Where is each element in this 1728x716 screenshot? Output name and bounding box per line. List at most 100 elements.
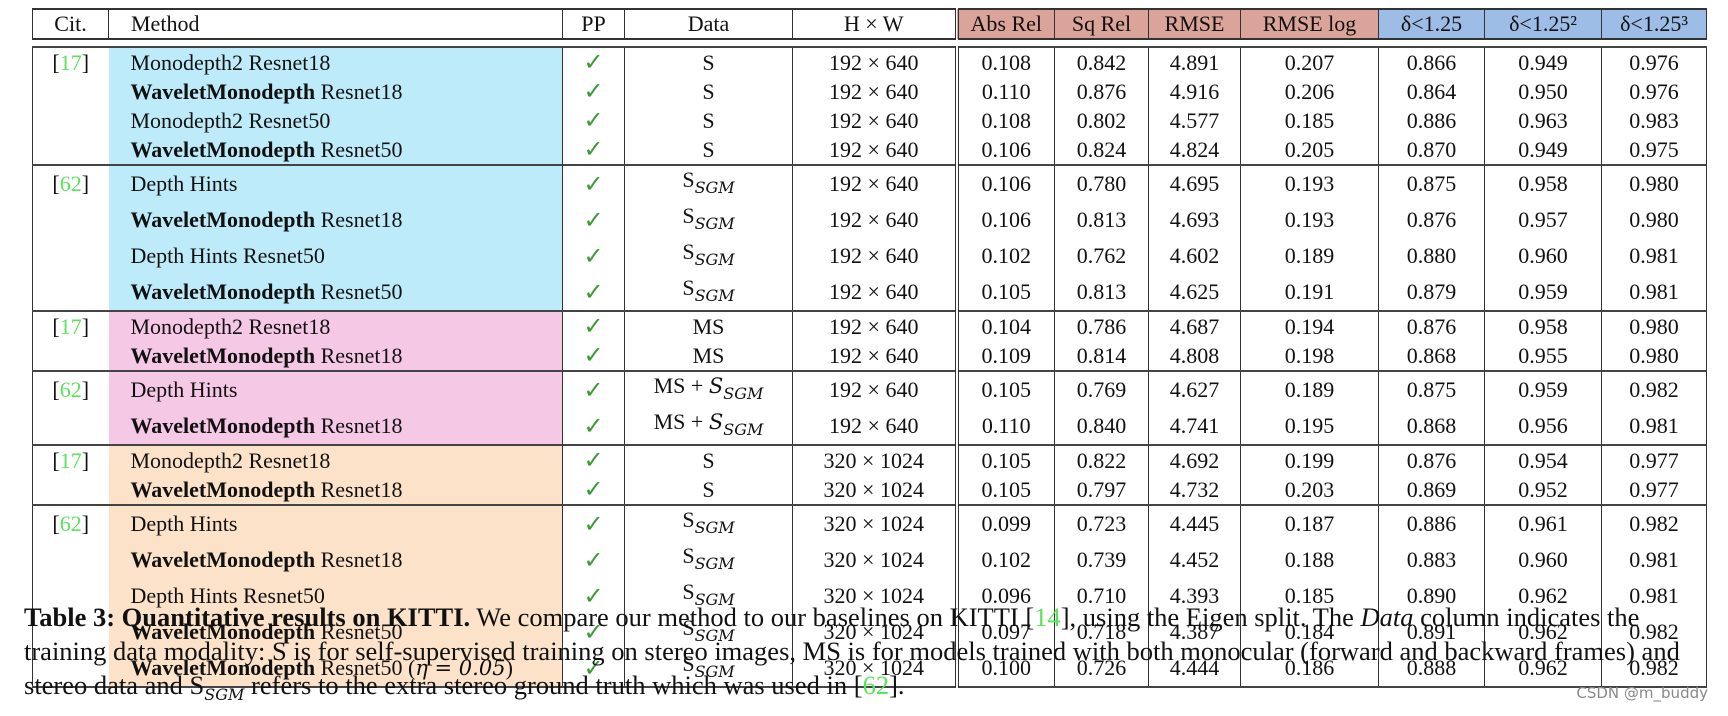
metric-d1-cell: 0.875 [1378, 370, 1485, 408]
metric-d1-cell: 0.870 [1378, 135, 1485, 165]
method-cell: Monodepth2 Resnet50 [108, 106, 563, 135]
metric-d1-cell: 0.875 [1378, 164, 1485, 202]
metric-d3-cell: 0.981 [1601, 542, 1707, 578]
checkmark-icon: ✓ [583, 135, 604, 163]
metric-d3-cell: 0.976 [1601, 46, 1707, 77]
metric-d1-cell: 0.886 [1378, 106, 1485, 135]
data-cell: SSGM [624, 238, 793, 274]
citation-link[interactable]: 62 [862, 670, 890, 700]
metric-d1-cell: 0.886 [1378, 504, 1485, 542]
citation-link[interactable]: 17 [59, 49, 82, 75]
header-delta2: δ<1.25² [1484, 8, 1602, 40]
citation-cell: [62] [32, 370, 109, 408]
metric-d3-cell: 0.983 [1601, 106, 1707, 135]
data-modality: S [682, 203, 695, 228]
metric-d3-cell: 0.975 [1601, 135, 1707, 165]
method-name: Resnet50 [315, 619, 403, 644]
method-name-bold: WaveletMonodepth [130, 547, 316, 572]
citation-link[interactable]: 62 [59, 171, 82, 196]
metric-d2-cell: 0.952 [1484, 475, 1602, 505]
metric-d1-cell: 0.876 [1378, 202, 1485, 238]
checkmark-icon: ✓ [583, 169, 604, 198]
table-row: Depth Hints Resnet50 ✓ SSGM 192 × 640 0.102 0… [32, 238, 1707, 274]
metric-rmse-log-cell: 0.191 [1240, 274, 1379, 311]
checkmark-icon: ✓ [583, 509, 604, 538]
checkmark-icon: ✓ [583, 312, 604, 340]
table-body: [17] Monodepth2 Resnet18 ✓ S 192 × 640 0.108 0… [32, 39, 1707, 688]
data-modality: S [682, 579, 695, 604]
resolution-cell: 320 × 1024 [792, 650, 959, 688]
data-cell: MS + SSGM [624, 370, 793, 408]
citation-link[interactable]: 17 [59, 447, 82, 473]
pp-cell: ✓ [562, 408, 625, 445]
resolution-cell: 192 × 640 [792, 77, 959, 106]
metric-abs-rel-cell: 0.108 [956, 106, 1055, 135]
checkmark-icon: ✓ [583, 341, 604, 369]
citation-link[interactable]: 62 [59, 377, 82, 402]
metric-rmse-cell: 4.695 [1148, 164, 1241, 202]
caption-italic: Data [1360, 602, 1414, 632]
data-cell: S [624, 77, 793, 106]
metric-sq-rel-cell: 0.710 [1054, 578, 1149, 614]
checkmark-icon: ✓ [583, 617, 604, 646]
method-name: Resnet18 [315, 207, 403, 232]
watermark: CSDN @m_buddy [1576, 684, 1708, 702]
citation-link[interactable]: 14 [1034, 602, 1061, 632]
metric-sq-rel-cell: 0.840 [1054, 408, 1149, 445]
metric-rmse-cell: 4.452 [1148, 542, 1241, 578]
metric-sq-rel-cell: 0.842 [1054, 46, 1149, 77]
caption-text: ], using the Eigen split. The [1060, 602, 1361, 632]
table-row: WaveletMonodepth Resnet50 ✓ SSGM 192 × 640 0… [32, 274, 1707, 311]
metric-d2-cell: 0.954 [1484, 444, 1602, 475]
method-name: ) [505, 655, 513, 680]
metric-rmse-cell: 4.916 [1148, 77, 1241, 106]
header-rmse-log: RMSE log [1240, 8, 1379, 40]
data-cell: SSGM [624, 164, 793, 202]
header-hw: H × W [792, 8, 959, 40]
data-modality: MS + [653, 373, 709, 398]
data-modality: S [702, 107, 715, 133]
resolution-cell: 320 × 1024 [792, 578, 959, 614]
method-name: Resnet18 [315, 78, 403, 104]
citation-link[interactable]: 17 [59, 313, 82, 339]
citation-link[interactable]: 62 [59, 511, 82, 536]
metric-sq-rel-cell: 0.723 [1054, 504, 1149, 542]
pp-cell: ✓ [562, 542, 625, 578]
method-name: Depth Hints [130, 377, 238, 402]
header-cit: Cit. [32, 8, 109, 40]
metric-d1-cell: 0.888 [1378, 650, 1485, 688]
metric-abs-rel-cell: 0.104 [956, 310, 1055, 341]
citation-cell [32, 542, 109, 578]
pp-cell: ✓ [562, 310, 625, 341]
data-cell: SSGM [624, 614, 793, 650]
citation-cell [32, 408, 109, 445]
header-abs-rel: Abs Rel [956, 8, 1055, 40]
metric-sq-rel-cell: 0.780 [1054, 164, 1149, 202]
metric-d3-cell: 0.982 [1601, 650, 1707, 688]
checkmark-icon: ✓ [583, 277, 604, 306]
pp-cell: ✓ [562, 164, 625, 202]
data-modality: S [682, 507, 695, 532]
data-subscript: SGM [694, 554, 735, 573]
metric-d1-cell: 0.864 [1378, 77, 1485, 106]
metric-d3-cell: 0.980 [1601, 341, 1707, 371]
metric-rmse-cell: 4.602 [1148, 238, 1241, 274]
metric-d2-cell: 0.960 [1484, 542, 1602, 578]
data-subscript: SGM [694, 178, 735, 197]
header-rmse: RMSE [1148, 8, 1241, 40]
resolution-cell: 192 × 640 [792, 135, 959, 165]
metric-rmse-log-cell: 0.207 [1240, 46, 1379, 77]
metric-sq-rel-cell: 0.786 [1054, 310, 1149, 341]
header-sq-rel: Sq Rel [1054, 8, 1149, 40]
method-name-bold: WaveletMonodepth [130, 655, 316, 680]
metric-sq-rel-cell: 0.797 [1054, 475, 1149, 505]
caption-text: column indicates the training data modal… [24, 602, 1680, 700]
caption-text: refers to the extra stereo ground truth … [244, 670, 863, 700]
data-cell: SSGM [624, 650, 793, 688]
method-eta: η = 0.05 [415, 656, 506, 680]
data-cell: S [624, 135, 793, 165]
table-row: [62] Depth Hints ✓ SSGM 320 × 1024 0.099 0.723… [32, 504, 1707, 542]
data-cell: SSGM [624, 504, 793, 542]
metric-d2-cell: 0.955 [1484, 341, 1602, 371]
metric-abs-rel-cell: 0.096 [956, 578, 1055, 614]
